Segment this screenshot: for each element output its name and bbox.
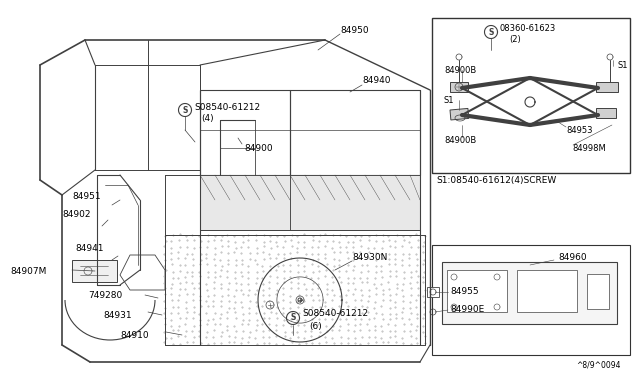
- Bar: [596, 108, 616, 118]
- Bar: [596, 82, 618, 92]
- Text: 84951: 84951: [72, 192, 100, 201]
- Bar: [72, 260, 117, 282]
- Text: 84910: 84910: [120, 331, 148, 340]
- Text: 84900B: 84900B: [444, 65, 476, 74]
- Text: S1:08540-61612(4)SCREW: S1:08540-61612(4)SCREW: [436, 176, 556, 185]
- Bar: [447, 270, 507, 312]
- Bar: [450, 108, 469, 120]
- Bar: [427, 287, 439, 297]
- Text: (6): (6): [309, 321, 322, 330]
- Text: 08360-61623: 08360-61623: [500, 23, 556, 32]
- Text: S1: S1: [618, 61, 628, 70]
- Text: 84940: 84940: [362, 76, 390, 84]
- Bar: [587, 274, 609, 309]
- Bar: [517, 270, 577, 312]
- Polygon shape: [290, 175, 420, 230]
- Text: 84931: 84931: [103, 311, 132, 320]
- Text: 84960: 84960: [558, 253, 587, 263]
- Bar: [432, 18, 630, 173]
- Text: 84902: 84902: [62, 209, 90, 218]
- Bar: [442, 262, 617, 324]
- Text: S: S: [488, 28, 493, 36]
- Text: 84950: 84950: [340, 26, 369, 35]
- Text: 84907M: 84907M: [10, 267, 46, 276]
- Text: 84900: 84900: [244, 144, 273, 153]
- Text: 749280: 749280: [88, 291, 122, 299]
- Text: S08540-61212: S08540-61212: [302, 310, 368, 318]
- Text: 84990E: 84990E: [450, 305, 484, 314]
- Bar: [432, 245, 630, 355]
- Text: ^8/9^0094: ^8/9^0094: [576, 360, 621, 369]
- Text: 84998M: 84998M: [572, 144, 605, 153]
- Text: 84900B: 84900B: [444, 135, 476, 144]
- Bar: [450, 82, 468, 92]
- Polygon shape: [200, 175, 290, 230]
- Text: 84941: 84941: [75, 244, 104, 253]
- Text: S: S: [182, 106, 188, 115]
- Text: (2): (2): [509, 35, 521, 44]
- Text: 84930N: 84930N: [352, 253, 387, 263]
- Text: S08540-61212: S08540-61212: [194, 103, 260, 112]
- Text: S: S: [291, 314, 296, 323]
- Text: 84955: 84955: [450, 288, 479, 296]
- Text: S1: S1: [444, 96, 454, 105]
- Text: (4): (4): [201, 113, 214, 122]
- Text: 84953: 84953: [566, 125, 593, 135]
